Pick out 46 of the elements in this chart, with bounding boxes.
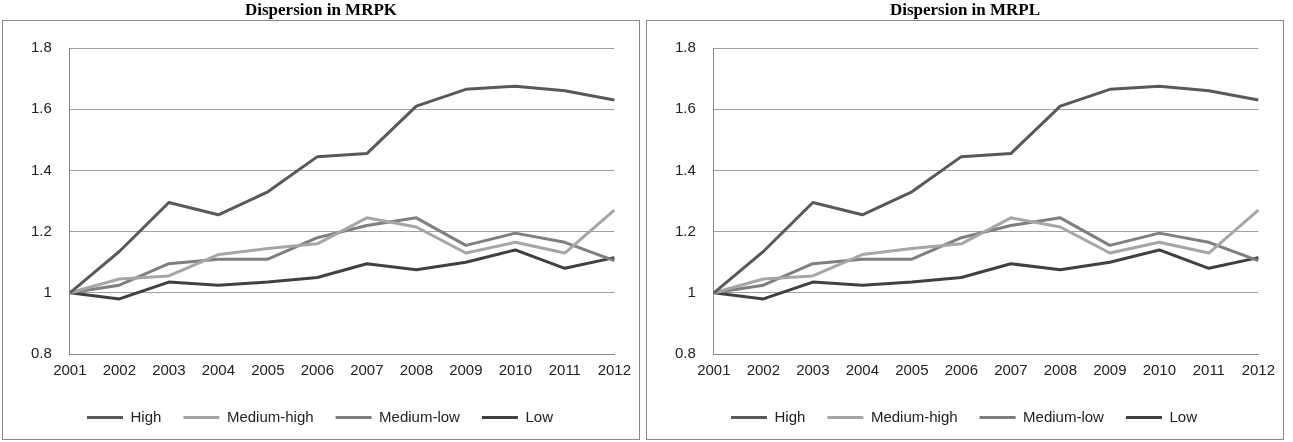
y-tick-label: 1.2 bbox=[30, 221, 52, 239]
legend-label: High bbox=[130, 407, 162, 425]
legend-label: Medium-low bbox=[1023, 407, 1105, 425]
legend-label: Low bbox=[1169, 407, 1198, 425]
x-tick-label: 2004 bbox=[201, 361, 236, 379]
x-tick-label: 2012 bbox=[597, 361, 631, 379]
x-tick-label: 2002 bbox=[102, 361, 137, 379]
x-tick-label: 2003 bbox=[796, 361, 830, 379]
x-tick-label: 2009 bbox=[449, 361, 483, 379]
x-tick-label: 2001 bbox=[53, 361, 87, 379]
legend-label: Medium-low bbox=[379, 407, 461, 425]
x-tick-label: 2001 bbox=[697, 361, 731, 379]
x-tick-label: 2011 bbox=[548, 361, 581, 379]
y-tick-label: 1.6 bbox=[30, 99, 52, 117]
x-tick-label: 2005 bbox=[251, 361, 285, 379]
x-tick-label: 2006 bbox=[944, 361, 979, 379]
chart-title: Dispersion in MRPK bbox=[243, 0, 399, 20]
x-tick-label: 2008 bbox=[1043, 361, 1078, 379]
x-tick-label: 2003 bbox=[152, 361, 186, 379]
legend-label: Medium-high bbox=[870, 407, 958, 425]
x-tick-label: 2005 bbox=[895, 361, 929, 379]
x-tick-label: 2007 bbox=[350, 361, 384, 379]
y-tick-label: 1 bbox=[43, 282, 52, 300]
legend-label: High bbox=[774, 407, 806, 425]
y-tick-label: 0.8 bbox=[674, 344, 696, 362]
x-tick-label: 2002 bbox=[746, 361, 781, 379]
x-tick-label: 2006 bbox=[300, 361, 335, 379]
x-tick-label: 2009 bbox=[1093, 361, 1127, 379]
legend-label: Medium-high bbox=[226, 407, 314, 425]
y-tick-label: 0.8 bbox=[30, 344, 52, 362]
legend-label: Low bbox=[525, 407, 554, 425]
x-tick-label: 2008 bbox=[399, 361, 434, 379]
x-tick-label: 2010 bbox=[1142, 361, 1177, 379]
x-tick-label: 2007 bbox=[994, 361, 1028, 379]
y-tick-label: 1.8 bbox=[30, 38, 52, 56]
x-tick-label: 2011 bbox=[1192, 361, 1225, 379]
x-tick-label: 2012 bbox=[1241, 361, 1275, 379]
y-tick-label: 1.2 bbox=[674, 221, 696, 239]
x-tick-label: 2004 bbox=[845, 361, 880, 379]
y-tick-label: 1.4 bbox=[30, 160, 52, 178]
y-tick-label: 1.8 bbox=[674, 38, 696, 56]
x-tick-label: 2010 bbox=[498, 361, 533, 379]
y-tick-label: 1.6 bbox=[674, 99, 696, 117]
y-tick-label: 1 bbox=[687, 282, 696, 300]
y-tick-label: 1.4 bbox=[674, 160, 696, 178]
chart-title: Dispersion in MRPL bbox=[888, 0, 1042, 20]
